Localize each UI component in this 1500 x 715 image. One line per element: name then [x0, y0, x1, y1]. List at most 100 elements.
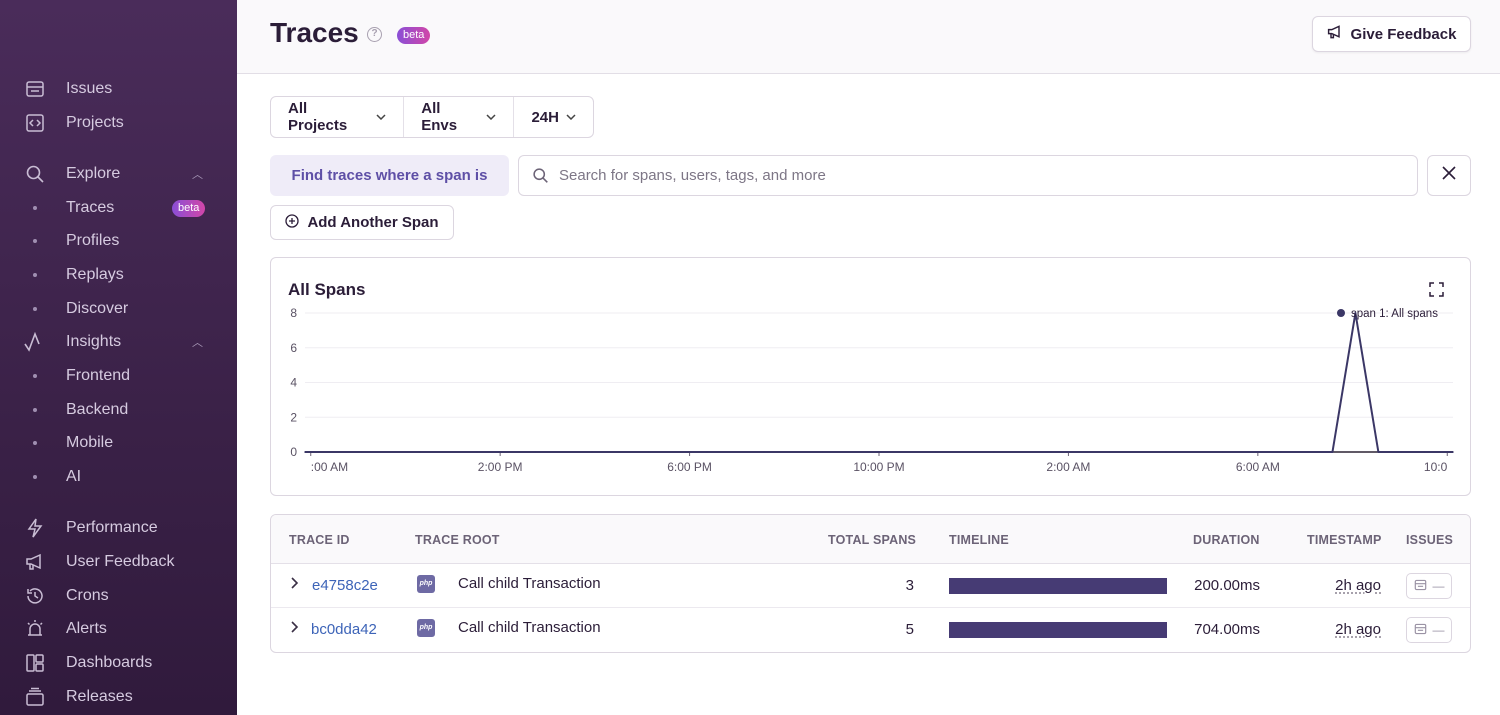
- y-tick-label: 2: [290, 410, 297, 424]
- y-tick-label: 4: [290, 376, 297, 390]
- sidebar-item-profiles[interactable]: Profiles: [0, 226, 237, 256]
- add-another-span-label: Add Another Span: [307, 214, 439, 231]
- data-point: [878, 451, 880, 453]
- column-header-total-spans[interactable]: TOTAL SPANS: [828, 533, 917, 547]
- insights-icon: [23, 330, 47, 354]
- clear-search-button[interactable]: [1427, 155, 1471, 196]
- sidebar-item-discover[interactable]: Discover: [0, 294, 237, 324]
- column-header-trace-id[interactable]: TRACE ID: [289, 533, 350, 547]
- chevron-right-icon[interactable]: [290, 620, 299, 636]
- column-header-timeline[interactable]: TIMELINE: [949, 533, 1009, 547]
- bullet-icon: [33, 307, 37, 311]
- data-point: [304, 451, 306, 453]
- environment-filter-label: All Envs: [421, 100, 458, 134]
- x-tick-label: 2:00 AM: [1046, 460, 1090, 474]
- dashboard-icon: [23, 651, 47, 675]
- table-row[interactable]: bc0dda42 php Call child Transaction 5 70…: [271, 608, 1470, 652]
- x-tick-label: :00 AM: [311, 460, 348, 474]
- timestamp[interactable]: 2h ago: [1335, 577, 1381, 594]
- x-tick-label: 6:00 PM: [667, 460, 712, 474]
- issues-button[interactable]: —: [1406, 617, 1452, 643]
- give-feedback-label: Give Feedback: [1350, 25, 1457, 43]
- projects-icon: [23, 111, 47, 135]
- sidebar-item-user-feedback[interactable]: User Feedback: [0, 547, 237, 577]
- y-tick-label: 8: [290, 306, 297, 320]
- x-tick-label: 10:00 PM: [853, 460, 904, 474]
- chevron-down-icon: [486, 112, 496, 123]
- sidebar-item-performance[interactable]: Performance: [0, 513, 237, 543]
- sidebar-item-mobile[interactable]: Mobile: [0, 428, 237, 458]
- column-header-issues[interactable]: ISSUES: [1406, 533, 1454, 547]
- siren-icon: [23, 617, 47, 641]
- data-point: [1050, 451, 1052, 453]
- sidebar-item-explore[interactable]: Explore ︿: [0, 159, 237, 189]
- close-icon: [1442, 166, 1456, 185]
- sidebar-item-crons[interactable]: Crons: [0, 581, 237, 611]
- expand-icon[interactable]: [1429, 282, 1445, 298]
- data-point: [1280, 451, 1282, 453]
- sidebar-item-projects[interactable]: Projects: [0, 108, 237, 138]
- page-header: Traces ? beta Give Feedback: [237, 0, 1500, 74]
- all-spans-chart-panel: All Spans 0 2 4 6 8:00 AM 2:00 PM 6:00 PM 10:00…: [270, 257, 1471, 496]
- total-spans: 5: [905, 621, 914, 638]
- bullet-icon: [33, 374, 37, 378]
- sidebar-item-label: Replays: [66, 266, 124, 283]
- sidebar-item-releases[interactable]: Releases: [0, 682, 237, 712]
- column-header-duration[interactable]: DURATION: [1193, 533, 1260, 547]
- sidebar-item-label: Performance: [66, 519, 158, 536]
- project-filter[interactable]: All Projects: [271, 97, 405, 137]
- sidebar-item-issues[interactable]: Issues: [0, 74, 237, 104]
- issues-icon: [1414, 579, 1427, 594]
- chevron-up-icon: ︿: [192, 337, 203, 349]
- issues-count: —: [1432, 579, 1445, 593]
- issues-button[interactable]: —: [1406, 573, 1452, 599]
- duration: 704.00ms: [1194, 621, 1260, 638]
- help-icon[interactable]: ?: [367, 27, 382, 42]
- add-another-span-button[interactable]: Add Another Span: [270, 205, 454, 240]
- timeline-bar: [949, 622, 1167, 638]
- span-search-bar[interactable]: [518, 155, 1418, 196]
- legend-marker: [1337, 309, 1345, 317]
- sidebar-item-label: Discover: [66, 300, 129, 317]
- sidebar-item-backend[interactable]: Backend: [0, 395, 237, 425]
- sidebar-item-label: Profiles: [66, 232, 120, 249]
- x-tick-label: 2:00 PM: [478, 460, 523, 474]
- table-header: TRACE ID TRACE ROOT TOTAL SPANS TIMELINE…: [271, 515, 1470, 564]
- x-tick-label: 6:00 AM: [1236, 460, 1280, 474]
- span-search-input[interactable]: [559, 167, 1379, 184]
- give-feedback-button[interactable]: Give Feedback: [1312, 16, 1471, 52]
- data-point: [1452, 451, 1454, 453]
- date-range-label: 24H: [531, 108, 559, 126]
- sidebar-item-replays[interactable]: Replays: [0, 260, 237, 290]
- sidebar-item-label: Releases: [66, 688, 133, 705]
- sidebar-item-alerts[interactable]: Alerts: [0, 614, 237, 644]
- bullet-icon: [33, 239, 37, 243]
- environment-filter[interactable]: All Envs: [404, 97, 515, 137]
- timestamp[interactable]: 2h ago: [1335, 621, 1381, 638]
- php-icon: php: [417, 575, 435, 593]
- trace-id-link[interactable]: bc0dda42: [311, 621, 377, 638]
- chevron-right-icon[interactable]: [290, 576, 299, 592]
- data-point: [1423, 451, 1426, 453]
- data-point: [419, 451, 421, 453]
- bullet-icon: [33, 441, 37, 445]
- add-circle-icon: [285, 213, 300, 232]
- x-tick-label: 10:0: [1424, 460, 1448, 474]
- search-icon: [532, 167, 550, 185]
- column-header-timestamp[interactable]: TIMESTAMP: [1307, 533, 1382, 547]
- sidebar-item-label: Mobile: [66, 434, 114, 451]
- sidebar-item-dashboards[interactable]: Dashboards: [0, 648, 237, 678]
- page-title: Traces: [270, 17, 359, 48]
- sidebar-item-traces[interactable]: Traces beta: [0, 193, 237, 223]
- data-point: [993, 451, 995, 453]
- sidebar-item-label: Dashboards: [66, 654, 153, 671]
- column-header-trace-root[interactable]: TRACE ROOT: [415, 533, 500, 547]
- sidebar-item-insights[interactable]: Insights ︿: [0, 327, 237, 357]
- date-range-filter[interactable]: 24H: [514, 97, 593, 137]
- sidebar-item-frontend[interactable]: Frontend: [0, 361, 237, 391]
- y-tick-label: 6: [290, 341, 297, 355]
- trace-id-link[interactable]: e4758c2e: [312, 577, 378, 594]
- table-row[interactable]: e4758c2e php Call child Transaction 3 20…: [271, 564, 1470, 608]
- sidebar-item-ai[interactable]: AI: [0, 462, 237, 492]
- data-point: [706, 451, 708, 453]
